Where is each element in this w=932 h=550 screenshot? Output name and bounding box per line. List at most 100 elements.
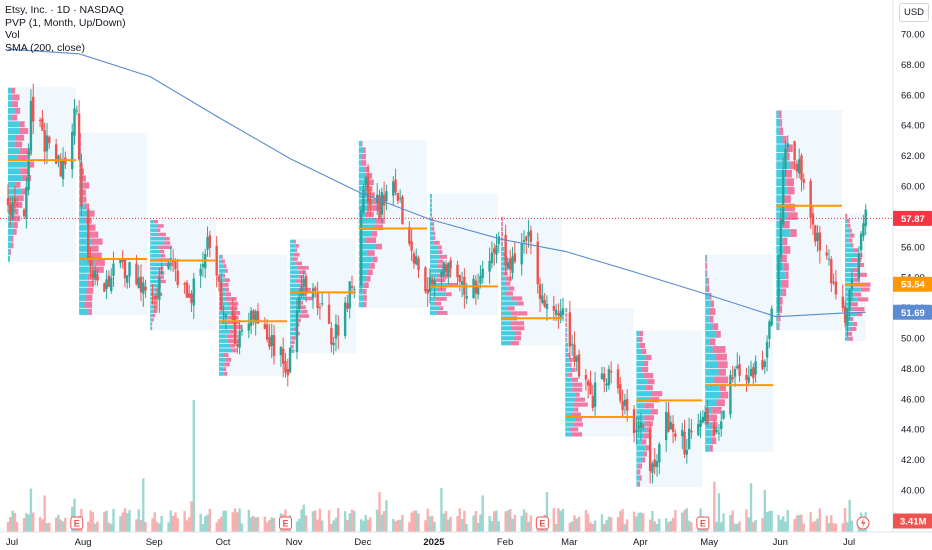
profile-row-up	[705, 361, 719, 369]
candle-body	[701, 416, 705, 423]
profile-row-up	[218, 306, 230, 311]
candle-body	[41, 118, 44, 131]
profile-row-down	[21, 188, 28, 195]
profile-row-up	[845, 218, 847, 223]
legend-symbol[interactable]: Etsy, Inc. · 1D · NASDAQ	[5, 4, 124, 16]
candle-body	[282, 348, 285, 364]
profile-row-up	[776, 169, 786, 178]
profile-row-down	[229, 329, 238, 334]
volume-bar	[426, 508, 429, 532]
profile-row-up	[150, 262, 165, 267]
profile-row-up	[636, 373, 644, 379]
profile-row-up	[501, 321, 511, 326]
profile-row-up	[150, 279, 160, 284]
profile-row-up	[79, 294, 86, 301]
profile-row-up	[776, 322, 779, 331]
profile-row-down	[782, 237, 788, 246]
price-tick-label: 46.00	[901, 394, 925, 405]
profile-row-up	[150, 219, 155, 224]
candle-body	[444, 265, 448, 272]
profile-row-down	[291, 340, 295, 345]
profile-row-up	[429, 273, 438, 278]
profile-row-down	[857, 297, 869, 302]
profile-row-up	[776, 135, 783, 144]
profile-row-down	[431, 203, 432, 208]
profile-row-up	[776, 229, 791, 237]
volume-bar	[554, 523, 558, 532]
candle-body	[809, 180, 812, 218]
profile-row-up	[565, 402, 574, 407]
time-tick-label: Feb	[497, 537, 513, 548]
profile-row-up	[429, 245, 438, 250]
candle-body	[417, 258, 420, 271]
candle-body	[522, 240, 526, 242]
profile-row-down	[433, 236, 436, 241]
volume-bar	[447, 519, 450, 532]
profile-row-down	[779, 127, 784, 136]
profile-row-down	[376, 243, 383, 250]
volume-bar	[392, 518, 395, 532]
profile-row-up	[565, 327, 567, 333]
legend-vol[interactable]: Vol	[5, 29, 20, 41]
legend-pvp[interactable]: PVP (1, Month, Up/Down)	[5, 16, 126, 29]
volume-bar	[577, 516, 581, 532]
profile-row-up	[845, 331, 848, 336]
profile-row-down	[643, 373, 654, 379]
volume-bar	[527, 521, 530, 532]
profile-row-down	[706, 254, 708, 262]
profile-row-up	[565, 397, 575, 402]
candle-body	[525, 236, 528, 241]
candle-body	[763, 361, 766, 367]
volume-bar	[144, 521, 147, 532]
profile-row-down	[503, 246, 505, 251]
volume-bar	[265, 522, 269, 532]
profile-row-up	[150, 249, 159, 254]
profile-row-up	[845, 287, 861, 292]
candle-body	[401, 196, 404, 225]
profile-row-down	[720, 391, 729, 399]
time-tick-label: Jul	[843, 537, 855, 548]
profile-row-up	[845, 228, 851, 233]
candle-body	[89, 256, 92, 267]
profile-row-up	[429, 306, 440, 311]
profile-row-down	[298, 270, 306, 274]
currency-button[interactable]: USD	[899, 3, 929, 22]
candle-body	[330, 327, 333, 345]
volume-bar	[380, 514, 384, 532]
candle-body	[795, 163, 799, 172]
volume-bar	[600, 514, 604, 532]
volume-bar	[573, 515, 576, 532]
profile-row-down	[567, 342, 569, 348]
candle-body	[185, 282, 189, 298]
price-badge-label: 53.54	[901, 280, 925, 291]
profile-row-down	[567, 352, 571, 357]
volume-bar	[121, 512, 124, 532]
volume-bar	[378, 491, 381, 532]
candle-body	[607, 369, 611, 386]
profile-row-down	[301, 309, 308, 314]
profile-row-down	[510, 341, 520, 346]
candle-body	[736, 365, 739, 369]
profile-row-down	[368, 192, 375, 198]
profile-row-up	[636, 445, 646, 451]
volume-bar	[834, 523, 838, 532]
candle-body	[272, 335, 276, 356]
legend-sma[interactable]: SMA (200, close)	[5, 41, 85, 54]
candle-body	[38, 120, 42, 122]
candle-body	[456, 264, 459, 278]
profile-row-up	[845, 223, 849, 228]
profile-row-down	[84, 203, 88, 210]
profile-row-up	[150, 322, 152, 326]
candle-body	[13, 198, 17, 203]
profile-row-down	[510, 326, 525, 331]
volume-bar	[220, 516, 223, 532]
candle-body	[642, 425, 645, 427]
candle-body	[697, 423, 700, 436]
candle-body	[378, 195, 381, 219]
volume-bar	[119, 516, 122, 532]
profile-row-down	[14, 141, 23, 148]
candle-body	[632, 409, 636, 434]
profile-row-down	[19, 148, 33, 155]
